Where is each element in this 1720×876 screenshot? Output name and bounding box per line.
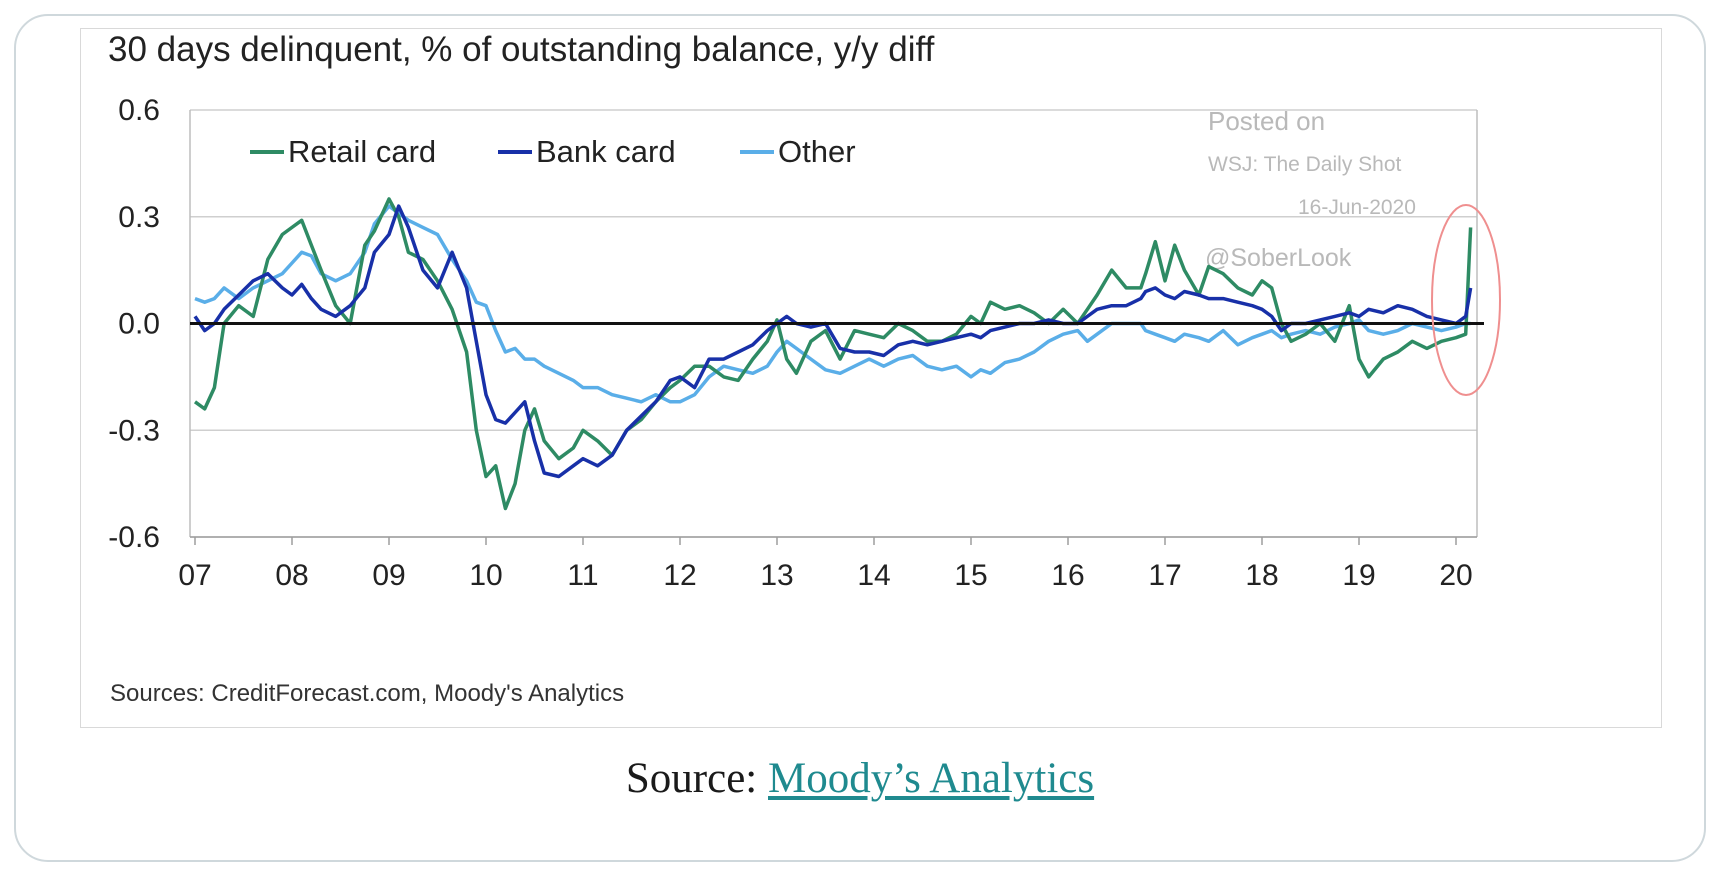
caption-prefix: Source: bbox=[625, 755, 758, 802]
watermark-text: Posted on bbox=[1208, 106, 1325, 136]
y-tick-label: 0.0 bbox=[118, 308, 160, 341]
chart-title: 30 days delinquent, % of outstanding bal… bbox=[108, 30, 935, 69]
y-tick-label: -0.6 bbox=[108, 521, 160, 554]
x-tick-label: 14 bbox=[857, 559, 890, 592]
y-tick-label: 0.3 bbox=[118, 201, 160, 234]
highlight-circle bbox=[1431, 204, 1501, 396]
legend-label: Retail card bbox=[288, 134, 436, 169]
x-tick-label: 07 bbox=[178, 559, 211, 592]
x-tick-label: 17 bbox=[1148, 559, 1181, 592]
image-caption: Source: Moody’s Analytics bbox=[0, 754, 1720, 803]
x-tick-label: 20 bbox=[1439, 559, 1472, 592]
x-tick-label: 19 bbox=[1342, 559, 1375, 592]
watermark-text: @SoberLook bbox=[1205, 244, 1352, 272]
y-tick-label: 0.6 bbox=[118, 94, 160, 127]
x-tick-label: 12 bbox=[663, 559, 696, 592]
x-tick-label: 15 bbox=[954, 559, 987, 592]
x-tick-label: 10 bbox=[469, 559, 502, 592]
chart-frame bbox=[80, 28, 1662, 728]
y-tick-label: -0.3 bbox=[108, 414, 160, 447]
legend-label: Bank card bbox=[536, 134, 676, 169]
source-link[interactable]: Moody’s Analytics bbox=[768, 755, 1095, 802]
x-tick-label: 18 bbox=[1245, 559, 1278, 592]
x-tick-label: 16 bbox=[1051, 559, 1084, 592]
x-tick-label: 08 bbox=[275, 559, 308, 592]
x-tick-label: 09 bbox=[372, 559, 405, 592]
watermark-text: WSJ: The Daily Shot bbox=[1208, 153, 1402, 176]
x-tick-label: 11 bbox=[567, 559, 598, 592]
series-line-retail-card bbox=[193, 197, 1473, 511]
watermark-text: 16-Jun-2020 bbox=[1298, 196, 1416, 219]
chart-sources-note: Sources: CreditForecast.com, Moody's Ana… bbox=[110, 680, 625, 707]
legend-label: Other bbox=[778, 134, 856, 169]
x-tick-label: 13 bbox=[760, 559, 793, 592]
